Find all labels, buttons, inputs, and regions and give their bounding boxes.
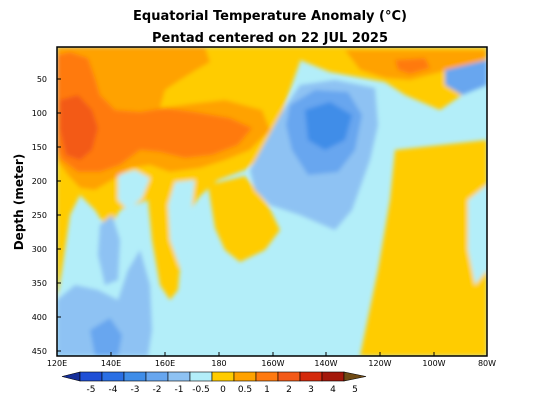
colorbar-swatch: [101, 371, 125, 382]
y-tick-label: 100: [32, 109, 47, 118]
colorbar-swatch: [79, 371, 103, 382]
contour-surface-east-2: [395, 58, 430, 74]
colorbar-swatch: [343, 371, 367, 382]
anomaly-field: [57, 47, 487, 356]
y-tick-label: 250: [32, 211, 47, 220]
x-tick-label: 140W: [314, 359, 337, 368]
colorbar-label: 3: [308, 385, 314, 395]
contour-tongue-warm: [208, 176, 280, 262]
chart-title: Equatorial Temperature Anomaly (°C): [133, 9, 407, 24]
colorbar-label: 2: [286, 385, 292, 395]
contour-deep-cool-a: [57, 250, 152, 356]
x-tick-label: 160W: [261, 359, 284, 368]
contour-east-cool-patch: [468, 185, 487, 285]
colorbar-label: -4: [109, 385, 118, 395]
x-tick-label: 80W: [478, 359, 496, 368]
contour-west-2: [57, 52, 252, 172]
colorbar-label: -3: [131, 385, 140, 395]
colorbar-label: 1: [264, 385, 270, 395]
x-tick-label: 120E: [47, 359, 67, 368]
y-tick-label: 150: [32, 143, 47, 152]
contour-west-cool-b: [118, 170, 150, 210]
colorbar-swatch: [189, 371, 213, 382]
contour-east-surface-cool: [445, 60, 487, 95]
colorbar-label: -2: [153, 385, 162, 395]
colorbar-label: 5: [352, 385, 358, 395]
colorbar-label: -1: [175, 385, 184, 395]
contour-east-warm: [360, 140, 487, 356]
contour-west-cool-a: [168, 180, 195, 268]
y-axis: 50 100 150 200 250 300 350 400 450: [32, 75, 61, 356]
plot-frame: [56, 46, 488, 357]
y-tick-label: 50: [37, 75, 47, 84]
colorbar-swatch: [299, 371, 323, 382]
colorbar: -5 -4 -3 -2 -1 -0.5 0 0.5 1 2 3 4 5: [61, 371, 367, 395]
colorbar-swatch: [145, 371, 169, 382]
colorbar-label: 4: [330, 385, 336, 395]
colorbar-label: 0: [220, 385, 226, 395]
y-tick-label: 200: [32, 177, 47, 186]
contour-west-3: [60, 95, 98, 160]
y-tick-label: 300: [32, 245, 47, 254]
y-tick-label: 350: [32, 279, 47, 288]
colorbar-label: 0.5: [238, 385, 252, 395]
x-tick-label: 180: [211, 359, 226, 368]
contour-deep-cool-c: [90, 318, 122, 356]
colorbar-label: -5: [87, 385, 96, 395]
chart-subtitle: Pentad centered on 22 JUL 2025: [152, 31, 388, 46]
colorbar-swatch: [211, 371, 235, 382]
x-tick-label: 160E: [155, 359, 175, 368]
contour-deep-cool-b: [98, 215, 120, 285]
colorbar-swatch: [233, 371, 257, 382]
contour-central-cool-2: [305, 102, 352, 150]
x-tick-label: 120W: [368, 359, 391, 368]
colorbar-swatch: [167, 371, 191, 382]
colorbar-swatch: [61, 371, 81, 382]
y-axis-label: Depth (meter): [12, 154, 26, 251]
x-tick-label: 140E: [101, 359, 121, 368]
y-tick-label: 400: [32, 313, 47, 322]
x-tick-label: 100W: [422, 359, 445, 368]
y-tick-label: 450: [32, 347, 47, 356]
colorbar-label: -0.5: [192, 385, 210, 395]
colorbar-swatch: [277, 371, 301, 382]
x-axis: 120E 140E 160E 180 160W 140W 120W 100W 8…: [47, 352, 496, 368]
colorbar-swatch: [321, 371, 345, 382]
colorbar-swatch: [255, 371, 279, 382]
colorbar-swatch: [123, 371, 147, 382]
